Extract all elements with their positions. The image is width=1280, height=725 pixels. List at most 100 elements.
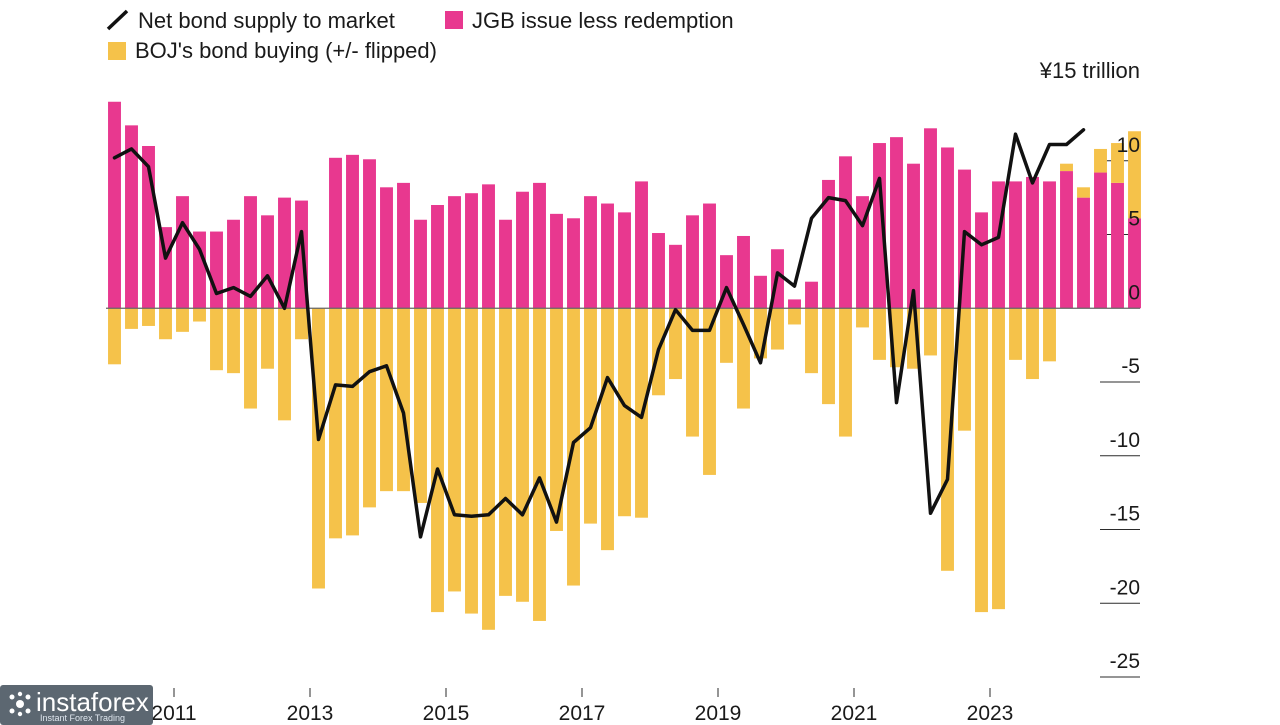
- boj-bar: [805, 308, 818, 374]
- boj-bar: [1009, 308, 1022, 360]
- watermark-bg: [0, 685, 153, 725]
- x-tick-label: 2013: [287, 702, 334, 725]
- boj-bar: [261, 308, 274, 369]
- watermark: instaforex Instant Forex Trading: [0, 685, 153, 725]
- boj-bar: [210, 308, 223, 371]
- boj-bar: [516, 308, 529, 602]
- boj-bar: [584, 308, 597, 524]
- jgb-bar: [1077, 197, 1090, 309]
- jgb-bar: [516, 191, 529, 309]
- legend-jgb-swatch: [445, 11, 463, 29]
- boj-bar: [1128, 131, 1141, 219]
- jgb-bar: [431, 205, 444, 309]
- jgb-bar: [533, 182, 546, 309]
- y-tick-label: 0: [1128, 281, 1140, 304]
- jgb-bar: [652, 233, 665, 309]
- x-axis: 2011 2013 2015 2017 2019 2021 2023: [151, 688, 1013, 725]
- legend-boj-swatch: [108, 42, 126, 60]
- x-tick-label: 2021: [831, 702, 878, 725]
- jgb-bar: [363, 159, 376, 309]
- boj-bar: [1077, 187, 1090, 198]
- x-tick-label: 2019: [695, 702, 742, 725]
- boj-bar: [159, 308, 172, 340]
- jgb-bar: [1111, 182, 1124, 309]
- jgb-bar: [1009, 181, 1022, 309]
- jgb-bar: [618, 212, 631, 309]
- y-tick-label: -15: [1110, 503, 1140, 526]
- boj-bar: [924, 308, 937, 356]
- jgb-bar: [108, 101, 121, 309]
- legend-boj-label: BOJ's bond buying (+/- flipped): [135, 38, 437, 63]
- jgb-bar: [941, 147, 954, 309]
- boj-bar: [771, 308, 784, 350]
- jgb-bar: [176, 196, 189, 309]
- boj-bar: [448, 308, 461, 592]
- jgb-bar: [125, 125, 138, 309]
- net-supply-line: [112, 128, 1086, 539]
- watermark-brand: instaforex: [36, 687, 149, 717]
- jgb-bar: [584, 196, 597, 309]
- jgb-bar: [397, 182, 410, 309]
- boj-bar: [278, 308, 291, 421]
- boj-bar: [788, 308, 801, 325]
- boj-bar: [312, 308, 325, 589]
- x-tick-label: 2011: [151, 702, 196, 725]
- boj-bar: [1094, 148, 1107, 173]
- y-tick-label: -20: [1110, 576, 1140, 599]
- boj-bar: [873, 308, 886, 360]
- jgb-bar: [482, 184, 495, 309]
- x-tick-label: 2023: [967, 702, 1014, 725]
- boj-bar: [1043, 308, 1056, 362]
- jgb-bar: [329, 157, 342, 309]
- jgb-bar: [380, 187, 393, 309]
- jgb-bar: [737, 235, 750, 309]
- jgb-bar: [822, 179, 835, 309]
- jgb-bar: [261, 215, 274, 309]
- boj-bar: [363, 308, 376, 508]
- boj-bar: [329, 308, 342, 539]
- legend: Net bond supply to market JGB issue less…: [106, 8, 734, 63]
- jgb-bar: [550, 213, 563, 309]
- boj-bar: [703, 308, 716, 475]
- boj-bar: [346, 308, 359, 536]
- y-tick-label: -5: [1121, 355, 1140, 378]
- boj-bar: [244, 308, 257, 409]
- jgb-bar: [975, 212, 988, 309]
- jgb-bar: [346, 154, 359, 309]
- boj-bar: [431, 308, 444, 613]
- jgb-bar: [601, 203, 614, 309]
- jgb-bar: [567, 218, 580, 309]
- legend-jgb-label: JGB issue less redemption: [472, 8, 734, 33]
- jgb-bar: [499, 219, 512, 309]
- jgb-bar: [907, 163, 920, 309]
- jgb-bar: [414, 219, 427, 309]
- boj-bar: [227, 308, 240, 374]
- boj-bar: [601, 308, 614, 551]
- boj-bar: [941, 308, 954, 571]
- boj-bar: [975, 308, 988, 613]
- jgb-bar: [448, 196, 461, 309]
- boj-bar: [1060, 163, 1073, 172]
- boj-bar: [414, 308, 427, 503]
- boj-bar: [958, 308, 971, 431]
- boj-bar: [142, 308, 155, 326]
- net-supply-line-group: [112, 128, 1086, 539]
- y-tick-label: -10: [1110, 429, 1140, 452]
- jgb-bar: [839, 156, 852, 309]
- y-tick-label: ¥15 trillion: [1039, 58, 1140, 83]
- boj-bar: [669, 308, 682, 380]
- jgb-bar: [465, 193, 478, 309]
- boj-bar: [992, 308, 1005, 610]
- boj-bar: [686, 308, 699, 437]
- jgb-bar: [686, 215, 699, 309]
- jgb-bar: [1094, 172, 1107, 309]
- x-tick-label: 2015: [423, 702, 470, 725]
- jgb-bar: [924, 128, 937, 309]
- boj-bar: [380, 308, 393, 492]
- boj-bar: [482, 308, 495, 630]
- jgb-bar: [1060, 171, 1073, 309]
- boj-bar: [618, 308, 631, 517]
- y-tick-label: -25: [1110, 650, 1140, 673]
- boj-bar: [499, 308, 512, 596]
